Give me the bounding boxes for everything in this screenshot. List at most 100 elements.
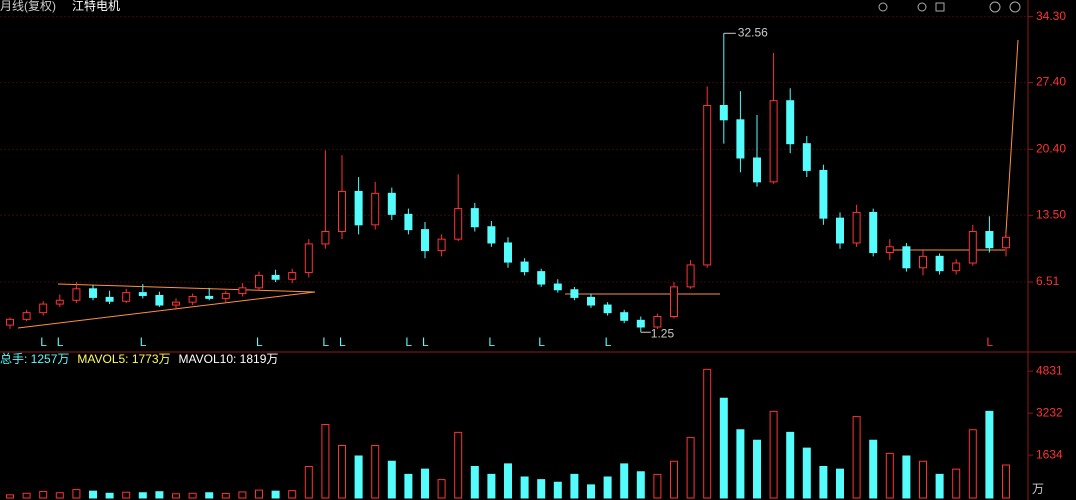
volume-bar <box>719 397 728 499</box>
candle-body <box>1002 236 1010 249</box>
candle-body <box>288 272 297 280</box>
volume-bar <box>686 437 695 499</box>
candle-body <box>304 243 313 274</box>
volume-bar <box>769 410 778 499</box>
candle-body <box>404 213 413 231</box>
signal-marker: L <box>322 335 329 349</box>
candle-body <box>703 104 712 266</box>
volume-unit: 万 <box>1032 482 1044 496</box>
volume-bar <box>587 484 595 499</box>
candle-body <box>902 246 911 269</box>
max-label: 32.56 <box>738 25 768 39</box>
y-tick-label: 13.50 <box>1036 207 1066 221</box>
signal-marker: L <box>57 335 64 349</box>
volume-bar <box>404 473 413 499</box>
candle-body <box>636 319 645 328</box>
candle-body <box>122 292 131 302</box>
candle-body <box>653 315 662 328</box>
candle-body <box>172 301 180 306</box>
volume-bar <box>786 431 795 499</box>
candle-body <box>952 262 961 272</box>
y-tick-label: 6.51 <box>1036 274 1060 288</box>
candle-body <box>736 119 745 159</box>
candle-body <box>138 292 147 296</box>
signal-marker: L <box>405 335 412 349</box>
candle-body <box>670 286 678 317</box>
candle-body <box>454 208 463 240</box>
candle-body <box>72 288 81 301</box>
candle-body <box>255 274 263 289</box>
volume-legend: MAVOL5: 1773万 <box>77 352 170 366</box>
volume-bar <box>188 492 197 499</box>
candle-body <box>354 190 363 226</box>
y-tick-label: 1634 <box>1036 447 1063 461</box>
y-tick-label: 27.40 <box>1036 75 1066 89</box>
volume-bar <box>603 476 612 499</box>
volume-bar <box>553 481 562 499</box>
volume-bar <box>620 463 629 499</box>
candle-body <box>553 283 562 291</box>
volume-bar <box>919 460 927 499</box>
signal-marker: L <box>986 335 993 349</box>
volume-bar <box>39 490 48 499</box>
volume-bar <box>819 465 828 499</box>
candle-body <box>570 289 579 298</box>
candle-body <box>836 217 844 244</box>
signal-marker: L <box>40 335 47 349</box>
candle-body <box>769 100 778 183</box>
volume-bar <box>338 444 346 499</box>
volume-bar <box>985 410 994 499</box>
signal-marker: L <box>538 335 545 349</box>
volume-bar <box>321 423 330 499</box>
volume-bar <box>387 460 396 499</box>
candle-body <box>852 211 861 244</box>
toolbar[interactable] <box>878 1 1021 13</box>
volume-bar <box>852 416 861 499</box>
candle-body <box>55 299 64 305</box>
volume-legend: 总手: 1257万 <box>0 352 69 366</box>
volume-bar <box>487 473 496 499</box>
candle-body <box>520 261 529 273</box>
candle-body <box>786 100 795 145</box>
candle-body <box>620 312 629 321</box>
signal-marker: L <box>140 335 147 349</box>
stock-name: 江特电机 <box>72 0 120 13</box>
y-tick-label: 20.40 <box>1036 142 1066 156</box>
candle-body <box>504 242 512 263</box>
volume-bar <box>354 455 363 499</box>
volume-bar <box>271 490 280 499</box>
volume-bar <box>802 447 811 499</box>
signal-marker: L <box>339 335 346 349</box>
volume-bar <box>885 452 894 499</box>
volume-bar <box>736 429 745 499</box>
volume-bar <box>537 479 546 499</box>
candle-body <box>487 226 496 244</box>
volume-bar <box>6 494 14 499</box>
volume-bar <box>421 468 429 499</box>
volume-bar <box>138 492 147 499</box>
volume-bar <box>869 439 878 499</box>
signal-marker: L <box>422 335 429 349</box>
candle-body <box>869 211 878 254</box>
volume-bar <box>520 476 529 499</box>
candle-body <box>89 288 97 298</box>
volume-bar <box>902 455 911 499</box>
volume-bar <box>454 431 463 499</box>
signal-marker: L <box>256 335 263 349</box>
candle-body <box>686 264 695 288</box>
candle-body <box>802 143 811 171</box>
candle-body <box>968 231 977 264</box>
candle-body <box>188 295 197 303</box>
volume-bar <box>670 460 678 499</box>
candle-body <box>6 318 14 326</box>
candle-body <box>437 238 446 252</box>
candle-body <box>205 295 214 299</box>
volume-bar <box>504 463 512 499</box>
volume-bar <box>935 473 944 499</box>
candle-body <box>22 312 31 320</box>
min-label: 1.25 <box>651 326 675 340</box>
volume-bar <box>72 489 81 499</box>
volume-bar <box>89 490 97 499</box>
candle-body <box>985 231 994 249</box>
volume-bar <box>371 444 380 499</box>
